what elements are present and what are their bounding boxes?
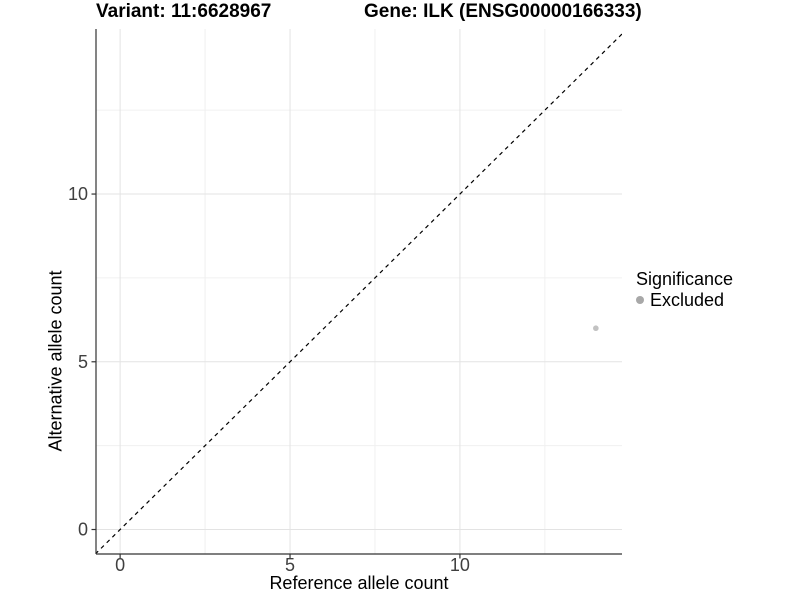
- tick-marks: [91, 193, 461, 559]
- svg-text:5: 5: [285, 555, 295, 575]
- data-points: [593, 325, 599, 332]
- x-tick-labels: 0 5 10: [115, 555, 470, 575]
- legend-point-icon: [636, 296, 644, 304]
- axes: [95, 29, 622, 555]
- x-axis-title: Reference allele count: [269, 573, 449, 593]
- data-point: [593, 325, 599, 332]
- identity-line: [96, 33, 622, 554]
- legend: Significance Excluded: [636, 268, 733, 310]
- svg-text:0: 0: [78, 520, 88, 540]
- svg-text:5: 5: [78, 352, 88, 372]
- legend-title: Significance: [636, 269, 734, 289]
- y-axis-title: Alternative allele count: [45, 270, 66, 452]
- gene-title: Gene: ILK (ENSG00000166333): [364, 1, 642, 22]
- svg-text:0: 0: [115, 555, 125, 575]
- variant-title: Variant: 11:6628967: [96, 1, 272, 22]
- legend-item-label: Excluded: [650, 290, 725, 310]
- svg-text:10: 10: [68, 184, 88, 204]
- y-tick-labels: 0 5 10: [68, 184, 88, 539]
- legend-item-excluded: Excluded: [636, 290, 733, 310]
- grid-minor: [96, 29, 622, 554]
- svg-text:10: 10: [450, 555, 470, 575]
- grid-major: [96, 29, 622, 554]
